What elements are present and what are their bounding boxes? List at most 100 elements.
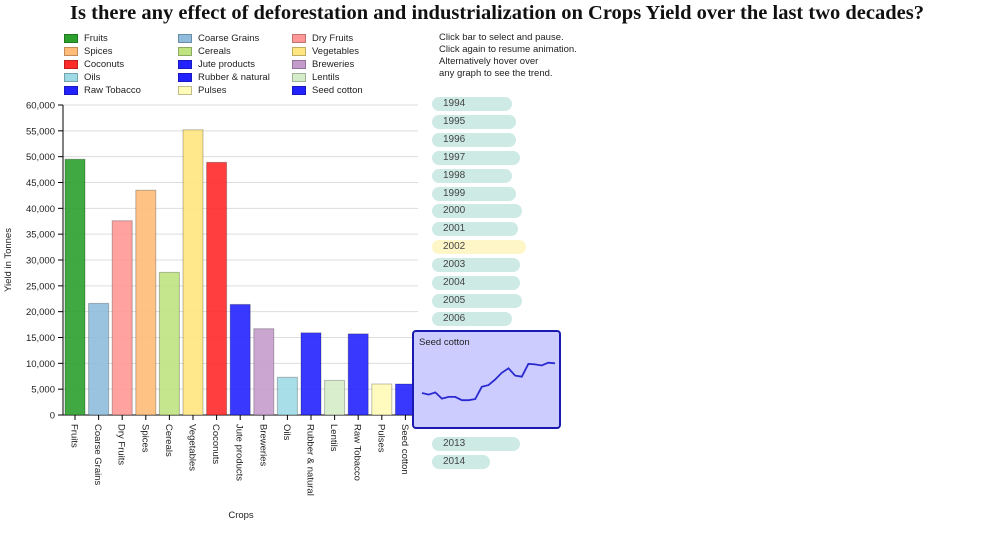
legend-label: Coarse Grains <box>198 33 260 44</box>
y-tick-label: 45,000 <box>26 178 55 189</box>
bar[interactable] <box>300 332 322 416</box>
tooltip-title: Seed cotton <box>419 337 470 348</box>
bar[interactable] <box>111 220 133 416</box>
x-tick-label: Lentils <box>328 424 339 452</box>
year-button[interactable]: 2014 <box>432 455 490 469</box>
year-button[interactable]: 1995 <box>432 114 516 129</box>
legend-swatch <box>292 34 306 43</box>
instruction-line: Click again to resume animation. <box>439 44 577 55</box>
y-tick-label: 5,000 <box>31 385 55 396</box>
legend-swatch <box>292 47 306 56</box>
legend-swatch <box>64 34 78 43</box>
legend-label: Fruits <box>84 33 108 44</box>
y-axis-title: Yield in Tonnes <box>3 228 14 292</box>
legend-label: Spices <box>84 46 113 57</box>
year-button[interactable]: 2013 <box>432 437 520 452</box>
legend-swatch <box>292 73 306 82</box>
legend-swatch <box>64 47 78 56</box>
year-button[interactable]: 1996 <box>432 132 516 147</box>
legend-swatch <box>178 73 192 82</box>
year-button[interactable]: 2002 <box>432 240 526 255</box>
legend-swatch <box>178 47 192 56</box>
bar[interactable] <box>324 379 346 416</box>
legend-label: Lentils <box>312 72 340 83</box>
legend-label: Seed cotton <box>312 85 363 96</box>
y-tick-label: 20,000 <box>26 307 55 318</box>
trend-line <box>421 361 556 402</box>
year-button[interactable]: 2005 <box>432 293 522 308</box>
bar[interactable] <box>276 376 298 416</box>
y-tick-label: 15,000 <box>26 333 55 344</box>
legend-label: Vegetables <box>312 46 360 57</box>
x-tick-label: Jute products <box>234 424 245 481</box>
instruction-line: Alternatively hover over <box>439 56 539 67</box>
bar[interactable] <box>371 383 393 416</box>
legend-swatch <box>178 86 192 95</box>
y-tick-label: 60,000 <box>26 101 55 112</box>
x-tick-label: Fruits <box>69 424 80 448</box>
year-button[interactable]: 1999 <box>432 186 516 201</box>
legend-label: Rubber & natural <box>198 72 270 83</box>
legend-swatch <box>64 60 78 69</box>
legend-label: Oils <box>84 72 101 83</box>
bar[interactable] <box>88 302 110 416</box>
legend-swatch <box>64 73 78 82</box>
legend-label: Coconuts <box>84 59 125 70</box>
instructions-text: Click bar to select and pause. Click aga… <box>439 32 577 80</box>
x-tick-label: Pulses <box>375 424 386 453</box>
year-button[interactable]: 2006 <box>432 311 512 326</box>
year-button[interactable]: 1994 <box>432 97 512 111</box>
y-tick-label: 0 <box>50 411 55 422</box>
x-tick-label: Vegetables <box>187 424 198 471</box>
year-list: 1994 1995 1996 1997 1998 1999 2000 2001 2002 2003… <box>432 95 542 475</box>
year-button[interactable]: 2000 <box>432 204 522 219</box>
bar[interactable] <box>206 161 228 416</box>
legend-swatch <box>178 60 192 69</box>
legend-swatch <box>178 34 192 43</box>
legend-label: Breweries <box>312 59 355 70</box>
x-tick-label: Coarse Grains <box>92 424 103 485</box>
bar[interactable] <box>253 328 275 416</box>
year-button[interactable]: 2001 <box>432 222 518 237</box>
x-tick-label: Rubber & natural <box>305 424 316 496</box>
x-axis-title: Crops <box>228 510 254 521</box>
legend-swatch <box>64 86 78 95</box>
trend-sparkline <box>421 361 556 402</box>
bar[interactable] <box>229 303 251 416</box>
year-button[interactable]: 2003 <box>432 258 520 273</box>
bar[interactable] <box>182 129 204 416</box>
trend-tooltip: Seed cotton <box>412 330 561 429</box>
legend-label: Raw Tobacco <box>84 85 141 96</box>
bar[interactable] <box>158 271 180 416</box>
x-tick-label: Dry Fruits <box>116 424 127 465</box>
x-tick-label: Cereals <box>163 424 174 457</box>
y-tick-label: 30,000 <box>26 256 55 267</box>
y-tick-label: 40,000 <box>26 204 55 215</box>
y-tick-label: 25,000 <box>26 281 55 292</box>
bar[interactable] <box>135 189 157 416</box>
bar[interactable] <box>347 333 369 416</box>
x-tick-label: Coconuts <box>210 424 221 464</box>
x-tick-label: Spices <box>139 424 150 453</box>
y-tick-label: 10,000 <box>26 359 55 370</box>
x-tick-label: Seed cotton <box>399 424 410 475</box>
bar[interactable] <box>64 158 86 416</box>
year-button[interactable]: 2004 <box>432 276 520 290</box>
y-tick-label: 50,000 <box>26 152 55 163</box>
legend-label: Cereals <box>198 46 231 57</box>
legend-label: Dry Fruits <box>312 33 354 44</box>
x-tick-label: Raw Tobacco <box>352 424 363 481</box>
year-button[interactable]: 1998 <box>432 168 512 183</box>
instruction-line: any graph to see the trend. <box>439 68 553 79</box>
y-tick-label: 55,000 <box>26 126 55 137</box>
legend-label: Pulses <box>198 85 227 96</box>
legend-label: Jute products <box>198 59 256 70</box>
year-button[interactable]: 1997 <box>432 150 520 165</box>
chart-title: Is there any effect of deforestation and… <box>70 2 924 24</box>
legend-swatch <box>292 60 306 69</box>
instruction-line: Click bar to select and pause. <box>439 32 564 43</box>
legend: Fruits Spices Coconuts Oils Raw Tobacco Coars… <box>64 33 394 101</box>
y-tick-label: 35,000 <box>26 230 55 241</box>
x-tick-label: Breweries <box>257 424 268 466</box>
